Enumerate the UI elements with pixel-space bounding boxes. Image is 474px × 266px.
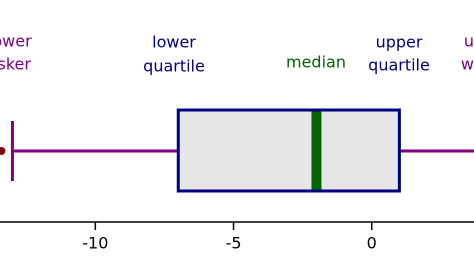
annotation: upper	[376, 33, 423, 52]
x-tick-label: -5	[226, 234, 242, 253]
x-tick-label: -10	[82, 234, 108, 253]
annotation: ower	[0, 32, 32, 51]
box	[176, 108, 401, 193]
outlier	[0, 147, 6, 155]
annotation: u	[464, 32, 474, 51]
annotation: quartile	[368, 56, 430, 75]
annotation: lower	[152, 33, 196, 52]
x-tick-label: 0	[367, 234, 377, 253]
annotation: isker	[0, 55, 31, 74]
annotation: quartile	[143, 57, 205, 76]
annotation: w	[461, 55, 474, 74]
annotation: median	[286, 53, 346, 72]
